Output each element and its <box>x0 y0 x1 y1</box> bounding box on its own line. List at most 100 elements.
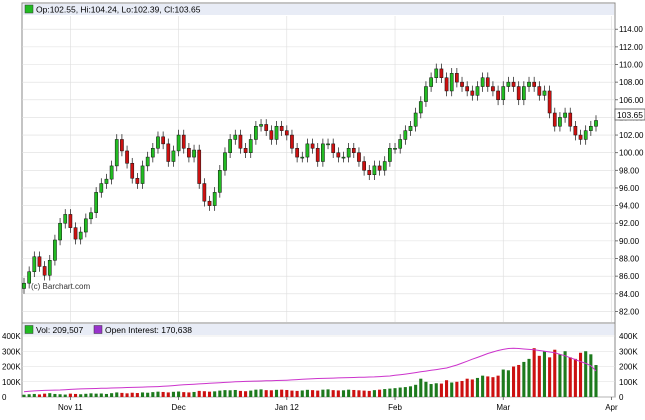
price-plot-area <box>21 2 616 324</box>
volume-bar <box>130 392 134 397</box>
price-candle <box>120 134 124 157</box>
volume-bar <box>63 394 67 397</box>
price-candle <box>68 209 73 233</box>
price-candle <box>207 195 212 211</box>
ohlc-legend: Op:102.55, Hi:104.24, Lo:102.39, Cl:103.… <box>36 5 201 15</box>
volume-bar <box>125 393 129 397</box>
volume-bar <box>104 393 108 397</box>
price-candle <box>326 138 330 150</box>
volume-legend: Vol: 209,507 <box>36 325 84 335</box>
price-candle <box>588 120 593 136</box>
price-candle <box>89 207 93 225</box>
volume-bar <box>22 394 26 397</box>
price-candle <box>542 85 547 101</box>
volume-bar <box>135 393 139 397</box>
volume-bar <box>146 392 150 397</box>
price-candle <box>145 151 150 172</box>
price-tick-label: 94.00 <box>619 202 640 211</box>
price-candle <box>212 187 217 211</box>
volume-bar <box>244 391 248 397</box>
volume-bar <box>156 391 160 397</box>
price-candle <box>259 119 263 132</box>
price-candle <box>47 254 52 281</box>
last-price-box <box>614 108 645 121</box>
price-candle <box>341 151 346 163</box>
volume-bar <box>465 378 469 397</box>
volume-bar <box>290 390 294 397</box>
volume-bar <box>512 366 516 397</box>
volume-bar <box>424 381 428 397</box>
price-candle <box>228 134 232 158</box>
price-candle <box>372 160 377 181</box>
volume-bar <box>264 390 268 397</box>
time-tick-label: Jan 12 <box>275 403 300 412</box>
price-candle <box>315 142 320 167</box>
volume-tick-label-left: 300K <box>2 347 21 356</box>
volume-tick-label: 100K <box>619 378 638 387</box>
volume-bar <box>403 387 407 397</box>
price-tick-label: 92.00 <box>619 219 640 228</box>
price-candle <box>449 68 454 97</box>
volume-bar <box>316 390 320 397</box>
price-tick-label: 86.00 <box>619 272 640 281</box>
volume-plot-area <box>21 322 616 398</box>
volume-bar <box>249 390 253 397</box>
volume-bar <box>336 390 340 397</box>
time-tick-label: Dec <box>171 403 185 412</box>
price-candle <box>181 129 186 154</box>
price-tick-label: 114.00 <box>619 25 643 34</box>
volume-bar <box>84 393 88 397</box>
price-candle <box>506 76 511 92</box>
price-tick-label: 96.00 <box>619 184 640 193</box>
price-candle <box>192 144 196 163</box>
last-price-label: 103.65 <box>617 110 643 120</box>
price-candle <box>511 76 516 92</box>
volume-bars <box>22 348 598 397</box>
volume-bar <box>393 388 397 397</box>
price-candle <box>125 145 129 169</box>
price-candle <box>563 107 567 123</box>
volume-bar <box>259 389 263 397</box>
volume-bar <box>341 390 346 397</box>
volume-bar <box>120 392 124 397</box>
volume-bar <box>542 351 547 397</box>
price-candle <box>351 142 356 158</box>
ohlc-legend-bar <box>23 4 614 15</box>
volume-bar <box>578 352 583 397</box>
volume-bar <box>367 390 371 397</box>
volume-bar <box>187 392 191 397</box>
volume-bar <box>496 375 500 397</box>
volume-bar <box>558 354 562 397</box>
volume-tick-label-left: 100K <box>2 378 21 387</box>
price-candle <box>547 85 552 119</box>
price-candle <box>398 134 403 154</box>
volume-bar <box>94 393 98 397</box>
volume-bar <box>192 391 196 397</box>
volume-bar <box>460 380 464 397</box>
volume-bar <box>295 390 299 397</box>
volume-bar <box>305 389 309 397</box>
price-candle <box>362 156 366 176</box>
price-tick-label: 106.00 <box>619 96 644 105</box>
volume-bar <box>568 357 572 397</box>
price-candle <box>331 138 336 158</box>
time-tick-label: Mar <box>496 403 510 412</box>
price-candle <box>197 144 202 189</box>
volume-bar <box>161 391 165 397</box>
price-panel: 82.00 84.00 86.00 88.00 90.00 92.00 94.00 96.00… <box>21 2 645 397</box>
volume-bar <box>532 348 536 397</box>
price-candle <box>135 172 140 189</box>
volume-bar <box>233 389 237 397</box>
price-tick-label: 98.00 <box>619 166 640 175</box>
ohlc-legend-swatch <box>24 4 34 14</box>
price-candle <box>537 81 542 101</box>
price-tick-label: 100.00 <box>619 149 644 158</box>
volume-bar <box>491 377 495 397</box>
price-candle <box>357 147 361 167</box>
volume-bar <box>470 379 474 397</box>
volume-bar <box>151 392 155 397</box>
price-candle <box>413 107 418 132</box>
volume-bar <box>429 384 433 397</box>
volume-bar <box>207 391 212 397</box>
price-tick-label: 108.00 <box>619 78 644 87</box>
